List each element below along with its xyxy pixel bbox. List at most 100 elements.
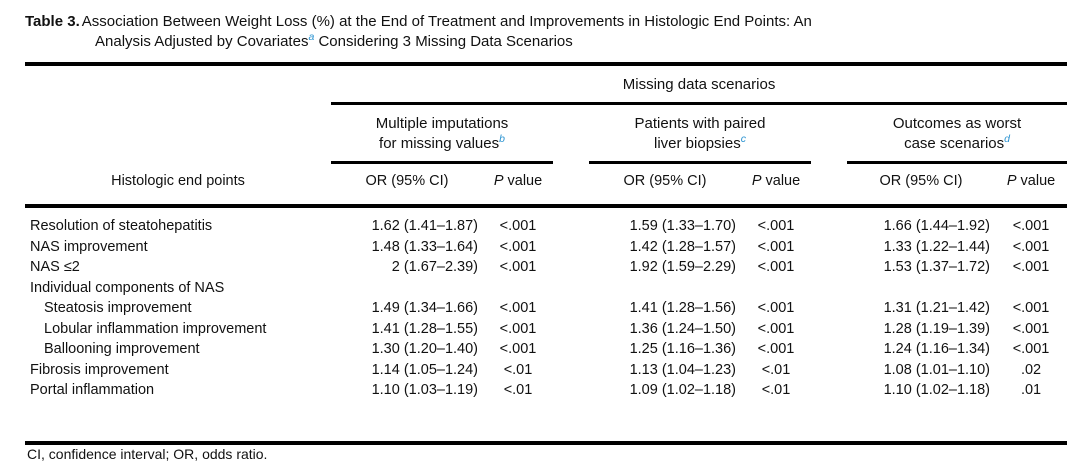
or-ci-cell: 1.48 (1.33–1.64) <box>371 238 478 255</box>
p-value-cell: <.001 <box>499 320 537 337</box>
or-ci-cell: 1.28 (1.19–1.39) <box>883 320 990 337</box>
or-ci-cell <box>589 278 741 299</box>
group3-line2: case scenarios <box>904 135 1005 152</box>
p-value-header-1: P value <box>493 173 543 189</box>
or-ci-cell: 1.31 (1.21–1.42) <box>883 300 990 316</box>
caption-line2-end: Considering 3 Missing Data Scenarios <box>314 33 573 50</box>
or-ci-cell: 1.09 (1.02–1.18) <box>629 382 736 398</box>
table-3: Missing data scenarios Multiple imputati… <box>25 62 1068 445</box>
row-label: NAS improvement <box>30 238 148 255</box>
or-ci-cell: 1.08 (1.01–1.10) <box>883 361 990 378</box>
p-value-cell: <.001 <box>757 259 795 275</box>
p-value-cell: <.001 <box>757 300 795 316</box>
table-row: Resolution of steatohepatitis 1.62 (1.41–… <box>25 208 1067 237</box>
table-row: Ballooning improvement 1.30 (1.20–1.40) <.… <box>25 339 1067 360</box>
table-number: Table 3. <box>25 13 80 30</box>
or-ci-cell: 1.66 (1.44–1.92) <box>883 218 990 234</box>
column-header-row: Histologic end points OR (95% CI) P valu… <box>25 163 1067 198</box>
column-gap <box>811 163 847 198</box>
or-ci-cell: 1.59 (1.33–1.70) <box>629 218 736 234</box>
table-row: Steatosis improvement 1.49 (1.34–1.66) <.0… <box>25 298 1067 319</box>
or-ci-cell: 1.49 (1.34–1.66) <box>371 300 478 316</box>
or-ci-cell: 2 (1.67–2.39) <box>391 259 478 275</box>
column-gap <box>811 278 847 299</box>
or-ci-cell: 1.41 (1.28–1.56) <box>629 300 736 316</box>
p-value-cell: <.01 <box>503 382 533 398</box>
column-gap <box>553 237 589 258</box>
row-label: Fibrosis improvement <box>30 361 169 378</box>
p-value-cell: <.001 <box>499 300 537 316</box>
or-ci-cell: 1.42 (1.28–1.57) <box>629 238 736 255</box>
row-label: Individual components of NAS <box>30 279 225 296</box>
or-ci-cell: 1.10 (1.02–1.18) <box>883 382 990 398</box>
group1-line2: for missing values <box>379 135 500 152</box>
corner-cell <box>25 104 331 163</box>
p-value-cell <box>741 278 811 299</box>
column-gap <box>811 339 847 360</box>
row-stub-header: Histologic end points <box>111 173 245 189</box>
group-header-row: Multiple imputations for missing valuesb… <box>25 103 1068 164</box>
group-header-paired-biopsies: Patients with paired liver biopsiesc <box>589 103 811 164</box>
column-gap <box>811 208 847 237</box>
group2-line2: liver biopsies <box>654 135 741 152</box>
p-value-cell: <.01 <box>503 361 533 378</box>
column-gap <box>553 257 589 278</box>
p-value-cell: .02 <box>1020 361 1042 378</box>
column-gap <box>811 360 847 381</box>
p-value-cell: <.001 <box>1012 259 1050 275</box>
or-ci-cell: 1.41 (1.28–1.55) <box>371 320 478 337</box>
p-value-cell: <.001 <box>1012 320 1050 337</box>
paper-table-page: Table 3. Association Between Weight Loss … <box>25 13 1068 462</box>
row-label: NAS ≤2 <box>30 259 80 275</box>
p-value-cell: <.001 <box>757 238 795 255</box>
p-value-cell: <.01 <box>761 382 791 398</box>
table-body: Resolution of steatohepatitis 1.62 (1.41–… <box>25 208 1067 401</box>
or-ci-cell: 1.62 (1.41–1.87) <box>371 218 478 234</box>
or-ci-cell: 1.30 (1.20–1.40) <box>371 341 478 357</box>
or-ci-cell: 1.36 (1.24–1.50) <box>629 320 736 337</box>
table-row: Lobular inflammation improvement 1.41 (1.… <box>25 319 1067 340</box>
column-gap <box>811 319 847 340</box>
or-ci-cell: 1.53 (1.37–1.72) <box>883 259 990 275</box>
column-gap <box>553 163 589 198</box>
table-footnote: CI, confidence interval; OR, odds ratio. <box>27 446 268 462</box>
column-gap <box>811 104 847 163</box>
corner-cell <box>25 66 331 104</box>
group1-line1: Multiple imputations <box>375 115 509 132</box>
p-value-cell: <.001 <box>1012 341 1050 357</box>
or-ci-cell: 1.14 (1.05–1.24) <box>371 361 478 378</box>
p-value-cell <box>995 278 1067 299</box>
caption-line2: Analysis Adjusted by Covariates <box>95 33 309 50</box>
header-bottom-rule <box>25 197 1068 208</box>
group-header-worst-case: Outcomes as worst case scenariosd <box>847 103 1068 164</box>
table-bottom-rule <box>25 440 1067 445</box>
footnote-marker-a: a <box>308 31 315 43</box>
group3-line1: Outcomes as worst <box>892 115 1022 132</box>
p-value-cell: <.001 <box>499 218 537 234</box>
table-row: Individual components of NAS <box>25 278 1067 299</box>
caption-line1: Association Between Weight Loss (%) at t… <box>81 13 812 30</box>
p-value-cell: <.01 <box>761 361 791 378</box>
or-ci-cell <box>331 278 483 299</box>
column-gap <box>553 298 589 319</box>
column-gap <box>553 319 589 340</box>
column-gap <box>553 104 589 163</box>
table-row: Fibrosis improvement 1.14 (1.05–1.24) <.01… <box>25 360 1067 381</box>
column-gap <box>811 257 847 278</box>
p-value-cell: <.001 <box>499 341 537 357</box>
missing-data-scenarios-header: Missing data scenarios <box>331 66 1068 105</box>
row-label: Portal inflammation <box>30 382 155 398</box>
column-gap <box>553 380 589 401</box>
column-gap <box>553 208 589 237</box>
spanner-header-row: Missing data scenarios <box>25 66 1068 105</box>
row-label: Steatosis improvement <box>44 300 192 316</box>
table-top-rule <box>25 62 1067 66</box>
or-ci-header-1: OR (95% CI) <box>365 173 449 189</box>
or-ci-cell: 1.25 (1.16–1.36) <box>629 341 736 357</box>
column-gap <box>553 339 589 360</box>
group2-line1: Patients with paired <box>634 115 766 132</box>
column-gap <box>553 360 589 381</box>
or-ci-cell: 1.10 (1.03–1.19) <box>371 382 478 398</box>
p-value-cell: <.001 <box>1012 300 1050 316</box>
table-row: Portal inflammation 1.10 (1.03–1.19) <.01 1… <box>25 380 1067 401</box>
